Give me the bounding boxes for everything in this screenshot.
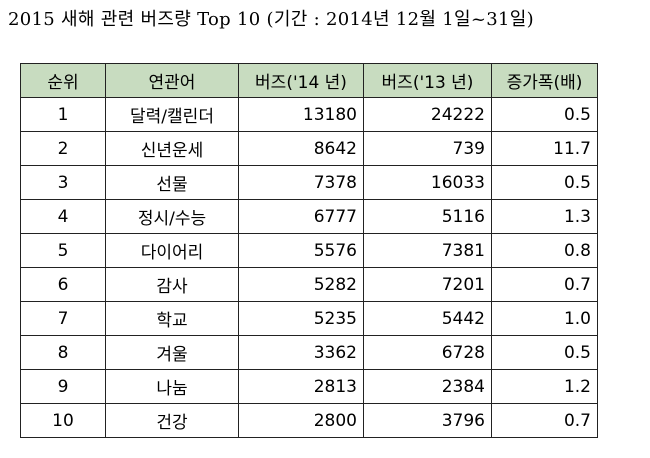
table-row: 9 나눔 2813 2384 1.2 (20, 369, 598, 404)
table-row: 5 다이어리 5576 7381 0.8 (20, 233, 598, 268)
table-row: 8 겨울 3362 6728 0.5 (20, 335, 598, 370)
cell-buzz-2014: 6777 (238, 199, 364, 234)
cell-buzz-2014: 2800 (238, 403, 364, 438)
cell-increase: 0.5 (491, 97, 598, 132)
cell-rank: 10 (20, 403, 106, 438)
cell-increase: 0.5 (491, 335, 598, 370)
cell-increase: 0.7 (491, 403, 598, 438)
table-row: 7 학교 5235 5442 1.0 (20, 301, 598, 336)
cell-keyword: 다이어리 (105, 233, 239, 268)
cell-keyword: 신년운세 (105, 131, 239, 166)
cell-keyword: 선물 (105, 165, 239, 200)
cell-buzz-2014: 8642 (238, 131, 364, 166)
cell-increase: 1.0 (491, 301, 598, 336)
cell-rank: 4 (20, 199, 106, 234)
cell-keyword: 나눔 (105, 369, 239, 404)
cell-buzz-2013: 739 (363, 131, 492, 166)
cell-keyword: 건강 (105, 403, 239, 438)
cell-increase: 0.5 (491, 165, 598, 200)
cell-buzz-2013: 7381 (363, 233, 492, 268)
cell-buzz-2014: 5576 (238, 233, 364, 268)
cell-buzz-2013: 5442 (363, 301, 492, 336)
cell-increase: 11.7 (491, 131, 598, 166)
cell-rank: 6 (20, 267, 106, 302)
header-increase: 증가폭(배) (491, 63, 598, 98)
table-row: 10 건강 2800 3796 0.7 (20, 403, 598, 438)
cell-rank: 8 (20, 335, 106, 370)
header-rank: 순위 (20, 63, 106, 98)
cell-rank: 9 (20, 369, 106, 404)
cell-buzz-2013: 2384 (363, 369, 492, 404)
cell-rank: 1 (20, 97, 106, 132)
cell-buzz-2014: 2813 (238, 369, 364, 404)
cell-keyword: 달력/캘린더 (105, 97, 239, 132)
cell-buzz-2014: 5235 (238, 301, 364, 336)
cell-buzz-2013: 16033 (363, 165, 492, 200)
cell-rank: 3 (20, 165, 106, 200)
cell-buzz-2013: 5116 (363, 199, 492, 234)
buzz-table: 순위 연관어 버즈('14 년) 버즈('13 년) 증가폭(배) 1 달력/캘린… (20, 63, 598, 438)
table-row: 6 감사 5282 7201 0.7 (20, 267, 598, 302)
cell-buzz-2014: 13180 (238, 97, 364, 132)
header-buzz-2013: 버즈('13 년) (363, 63, 492, 98)
cell-rank: 7 (20, 301, 106, 336)
cell-buzz-2013: 6728 (363, 335, 492, 370)
table-body: 1 달력/캘린더 13180 24222 0.5 2 신년운세 8642 739 11.7 3 선물 7… (20, 97, 598, 438)
cell-buzz-2013: 24222 (363, 97, 492, 132)
cell-increase: 1.2 (491, 369, 598, 404)
header-buzz-2014: 버즈('14 년) (238, 63, 364, 98)
cell-rank: 2 (20, 131, 106, 166)
table-row: 4 정시/수능 6777 5116 1.3 (20, 199, 598, 234)
cell-rank: 5 (20, 233, 106, 268)
page-title: 2015 새해 관련 버즈량 Top 10 (기간 : 2014년 12월 1일… (8, 9, 534, 30)
table-row: 1 달력/캘린더 13180 24222 0.5 (20, 97, 598, 132)
cell-increase: 1.3 (491, 199, 598, 234)
header-keyword: 연관어 (105, 63, 239, 98)
cell-increase: 0.8 (491, 233, 598, 268)
cell-keyword: 정시/수능 (105, 199, 239, 234)
cell-keyword: 겨울 (105, 335, 239, 370)
cell-keyword: 학교 (105, 301, 239, 336)
table-header-row: 순위 연관어 버즈('14 년) 버즈('13 년) 증가폭(배) (20, 63, 598, 98)
cell-increase: 0.7 (491, 267, 598, 302)
cell-buzz-2014: 7378 (238, 165, 364, 200)
cell-buzz-2013: 7201 (363, 267, 492, 302)
cell-buzz-2014: 5282 (238, 267, 364, 302)
cell-keyword: 감사 (105, 267, 239, 302)
table-row: 3 선물 7378 16033 0.5 (20, 165, 598, 200)
cell-buzz-2013: 3796 (363, 403, 492, 438)
table-row: 2 신년운세 8642 739 11.7 (20, 131, 598, 166)
cell-buzz-2014: 3362 (238, 335, 364, 370)
